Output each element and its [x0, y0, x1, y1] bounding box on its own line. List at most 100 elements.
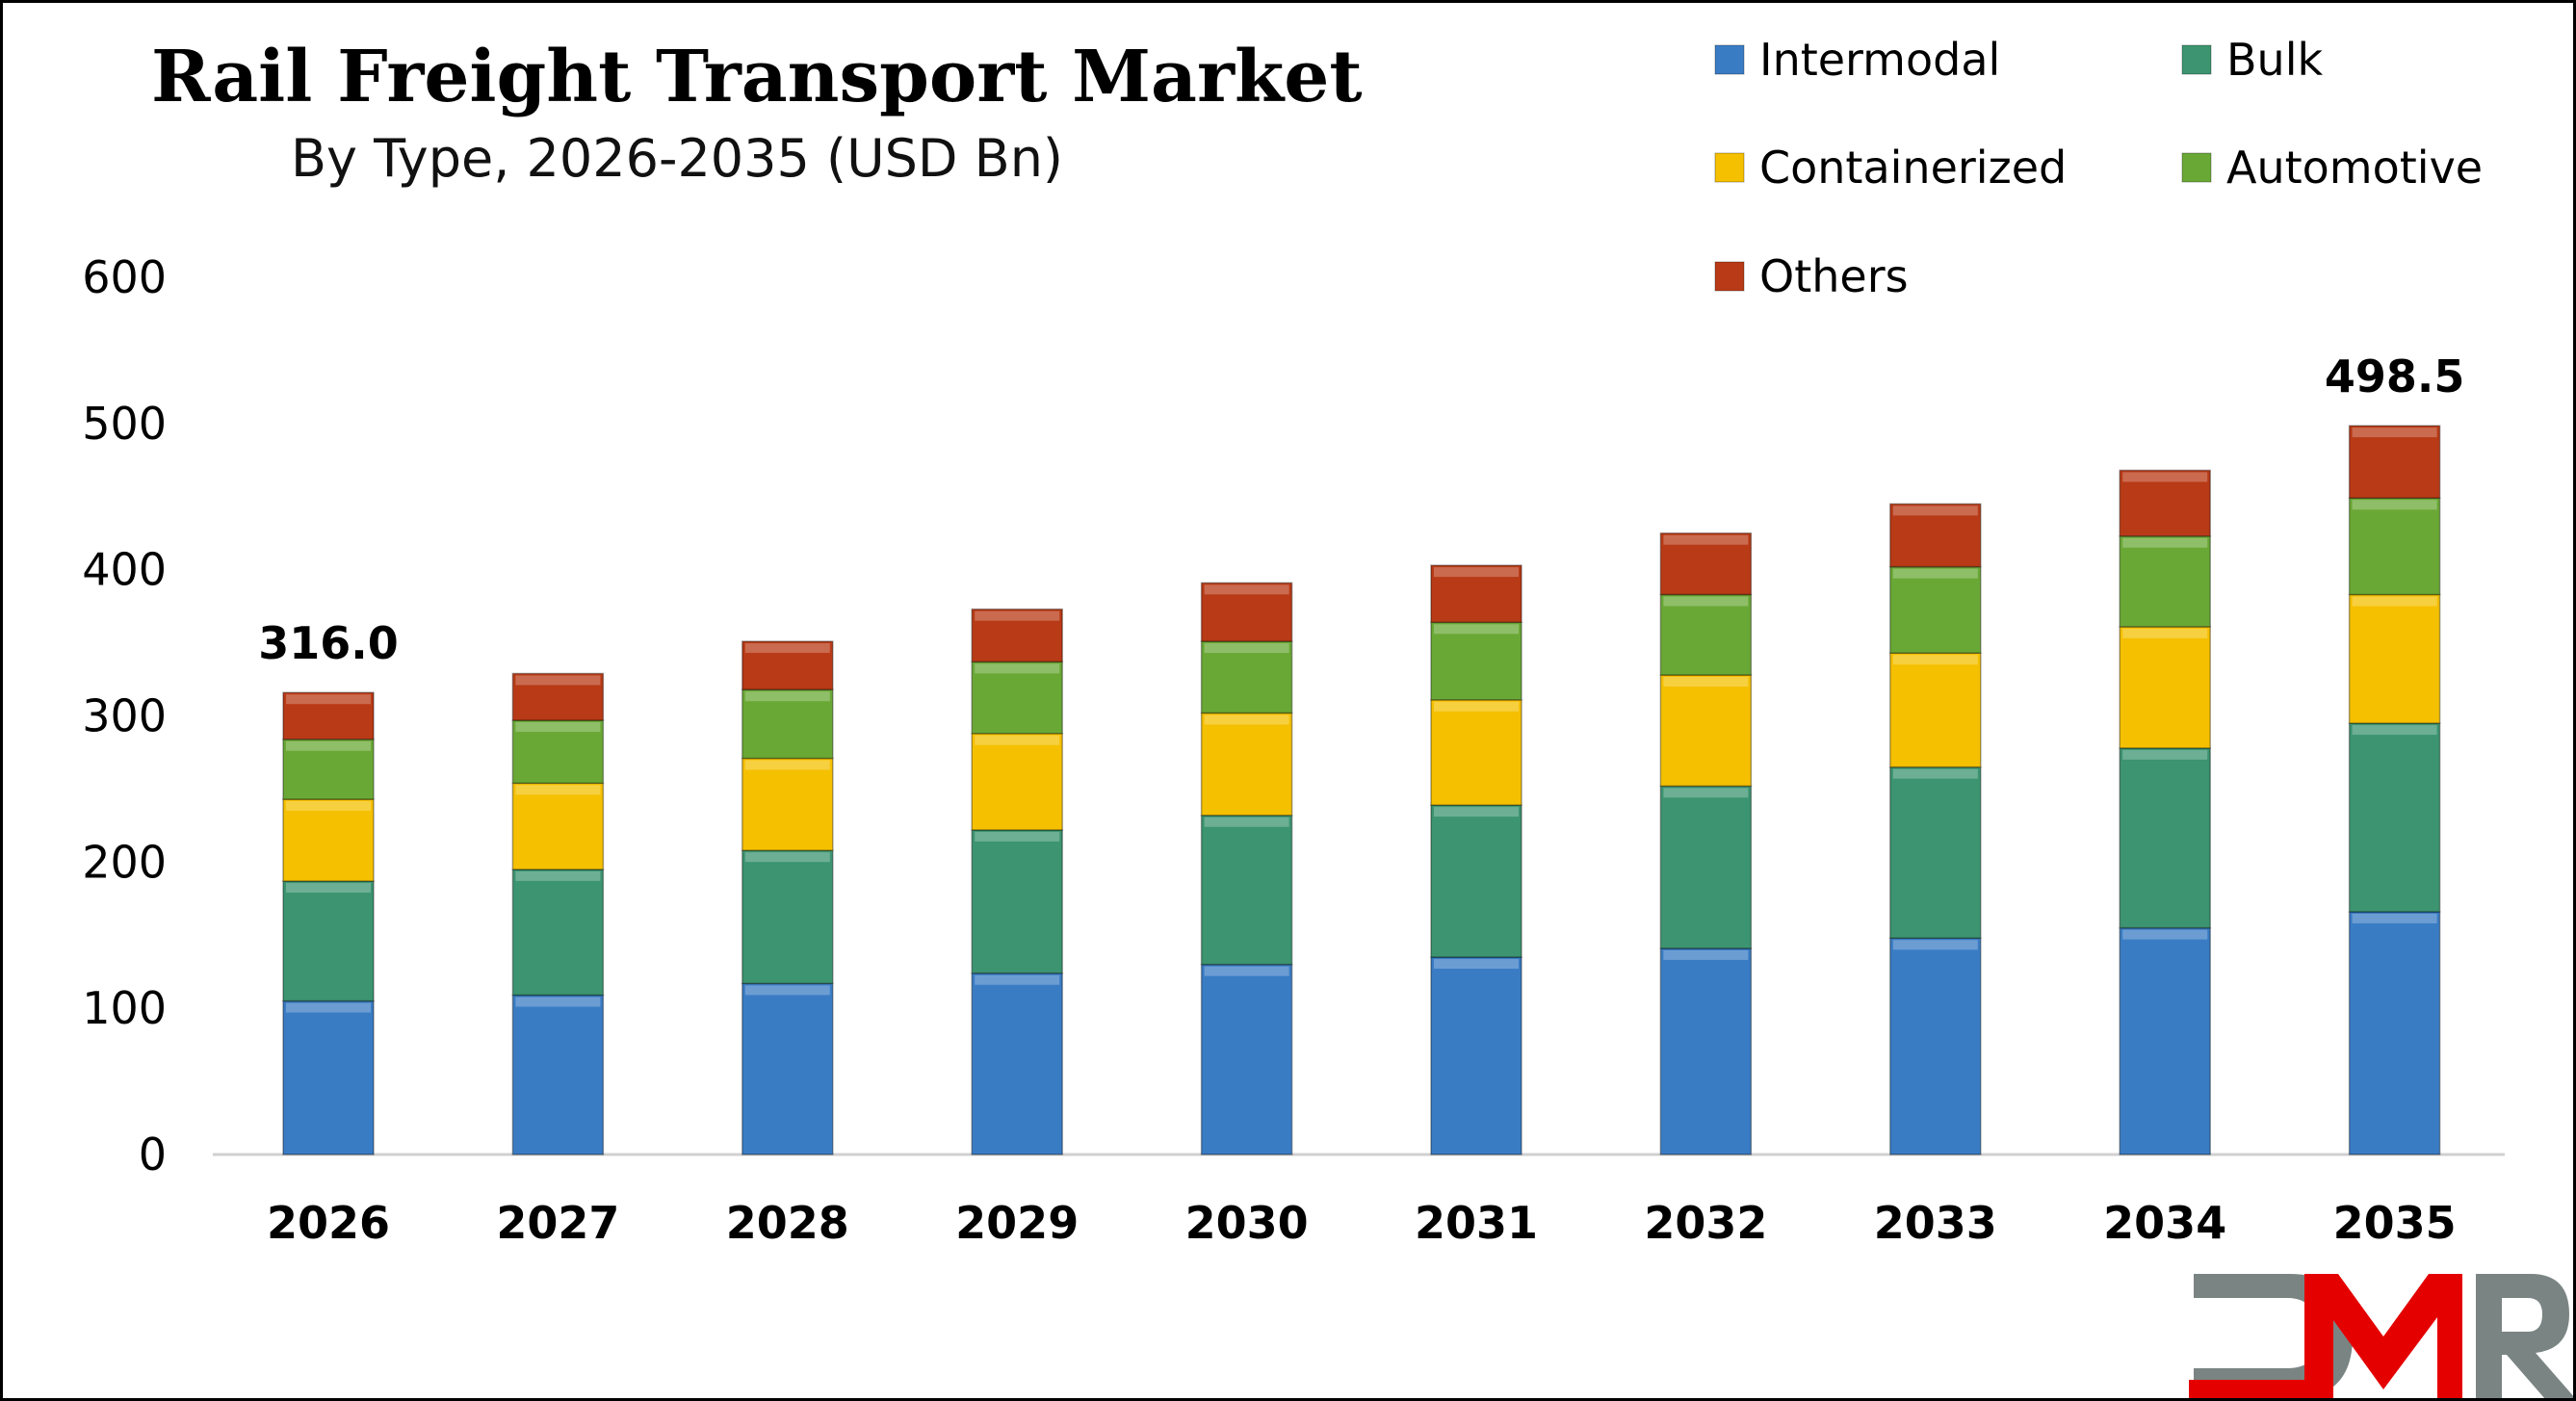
- bar-segment-containerized: [2348, 593, 2441, 724]
- bar-highlight: [744, 985, 830, 996]
- bar-segment-containerized: [2119, 626, 2211, 749]
- bar-segment-bulk: [282, 880, 375, 1002]
- bar-segment-intermodal: [1889, 937, 1982, 1155]
- bar-highlight: [1663, 949, 1749, 960]
- bar-segment-containerized: [1200, 712, 1293, 817]
- legend-swatch-containerized: [1714, 152, 1745, 183]
- bar-highlight: [2352, 428, 2437, 438]
- x-tick-label: 2035: [2333, 1197, 2457, 1249]
- bar-highlight: [975, 663, 1060, 674]
- y-tick-label: 0: [139, 1129, 167, 1180]
- legend-swatch-automotive: [2181, 152, 2212, 183]
- bar-segment-automotive: [742, 688, 834, 760]
- x-axis: 2026 2027 2028 2029 2030 2031 2032 2033 2034 2035: [267, 1197, 2457, 1249]
- bar-segment-others: [2119, 469, 2211, 537]
- legend-label: Automotive: [2226, 142, 2483, 194]
- bar-segment-automotive: [282, 739, 375, 800]
- bar-segment-automotive: [971, 661, 1063, 735]
- bar-highlight: [286, 801, 371, 812]
- data-labels: 316.0 498.5: [258, 350, 2464, 669]
- bar-segment-bulk: [971, 829, 1063, 974]
- x-tick-label: 2026: [267, 1197, 390, 1249]
- dmr-logo: [2189, 1274, 2573, 1398]
- y-tick-label: 100: [82, 982, 167, 1034]
- bar-segment-intermodal: [1430, 956, 1522, 1155]
- data-label: 498.5: [2325, 350, 2465, 402]
- bar-highlight: [515, 997, 601, 1007]
- x-tick-label: 2028: [726, 1197, 849, 1249]
- bar-segment-others: [971, 608, 1063, 663]
- bar-segment-others: [1889, 503, 1982, 568]
- bar-segment-automotive: [1430, 621, 1522, 701]
- bar-segment-bulk: [1659, 785, 1753, 949]
- bar-segment-bulk: [2119, 747, 2211, 929]
- x-tick-label: 2030: [1185, 1197, 1309, 1249]
- bar-highlight: [1663, 788, 1749, 798]
- bar-segment-others: [742, 640, 834, 690]
- bar-highlight: [744, 643, 830, 654]
- bar-segment-intermodal: [1659, 947, 1753, 1155]
- x-tick-label: 2034: [2103, 1197, 2226, 1249]
- bar-highlight: [1434, 701, 1519, 712]
- bar-highlight: [1892, 655, 1978, 665]
- y-tick-label: 300: [82, 690, 167, 742]
- x-tick-label: 2027: [496, 1197, 619, 1249]
- bar-segment-intermodal: [2119, 926, 2211, 1155]
- bar-highlight: [286, 694, 371, 705]
- bar-highlight: [975, 831, 1060, 842]
- bar-segment-automotive: [1200, 640, 1293, 714]
- bar-highlight: [2122, 749, 2208, 760]
- bar-highlight: [744, 760, 830, 770]
- bar-highlight: [1204, 584, 1289, 595]
- bar-highlight: [744, 852, 830, 863]
- bar-segment-intermodal: [971, 972, 1063, 1155]
- bar-segment-intermodal: [2348, 911, 2441, 1155]
- bar-segment-automotive: [1659, 593, 1753, 676]
- bar-segment-bulk: [742, 849, 834, 985]
- legend-swatch-others: [1714, 261, 1745, 292]
- bar-segment-others: [1430, 564, 1522, 624]
- y-tick-label: 400: [82, 544, 167, 596]
- bar-highlight: [1204, 966, 1289, 976]
- chart-title: Rail Freight Transport Market: [151, 36, 1363, 118]
- bar-highlight: [1892, 506, 1978, 516]
- bar-highlight: [1434, 624, 1519, 635]
- bar-highlight: [2122, 628, 2208, 638]
- bar-segment-bulk: [511, 869, 605, 997]
- y-tick-label: 600: [82, 251, 167, 303]
- bar-highlight: [286, 740, 371, 751]
- bar-highlight: [1892, 940, 1978, 950]
- chart: Rail Freight Transport Market By Type, 2…: [82, 34, 2573, 1398]
- legend-label: Containerized: [1759, 142, 2067, 194]
- bar-segment-others: [2348, 425, 2441, 500]
- bar-highlight: [1663, 676, 1749, 687]
- y-tick-label: 500: [82, 398, 167, 450]
- x-tick-label: 2032: [1644, 1197, 1767, 1249]
- bar-highlight: [1892, 568, 1978, 579]
- bar-highlight: [744, 691, 830, 702]
- bar-highlight: [515, 785, 601, 795]
- bar-highlight: [1434, 567, 1519, 578]
- bar-segment-others: [282, 691, 375, 740]
- bar-segment-intermodal: [511, 994, 605, 1155]
- bar-segment-containerized: [1889, 652, 1982, 768]
- bar-segment-containerized: [282, 798, 375, 882]
- legend-label: Bulk: [2226, 34, 2323, 86]
- bar-segment-automotive: [2119, 534, 2211, 628]
- bar-highlight: [975, 974, 1060, 985]
- legend-label: Intermodal: [1759, 34, 2000, 86]
- bar-highlight: [1892, 768, 1978, 779]
- bar-segment-bulk: [1430, 804, 1522, 958]
- bar-highlight: [975, 735, 1060, 745]
- bar-highlight: [1204, 643, 1289, 654]
- chart-subtitle: By Type, 2026-2035 (USD Bn): [291, 128, 1063, 189]
- bar-highlight: [286, 1002, 371, 1013]
- bar-highlight: [2352, 596, 2437, 607]
- legend-swatch-bulk: [2181, 44, 2212, 75]
- bar-highlight: [2352, 913, 2437, 923]
- bar-segment-others: [1200, 582, 1293, 642]
- bar-segment-automotive: [1889, 565, 1982, 654]
- bar-highlight: [515, 675, 601, 686]
- bar-segment-bulk: [1889, 765, 1982, 940]
